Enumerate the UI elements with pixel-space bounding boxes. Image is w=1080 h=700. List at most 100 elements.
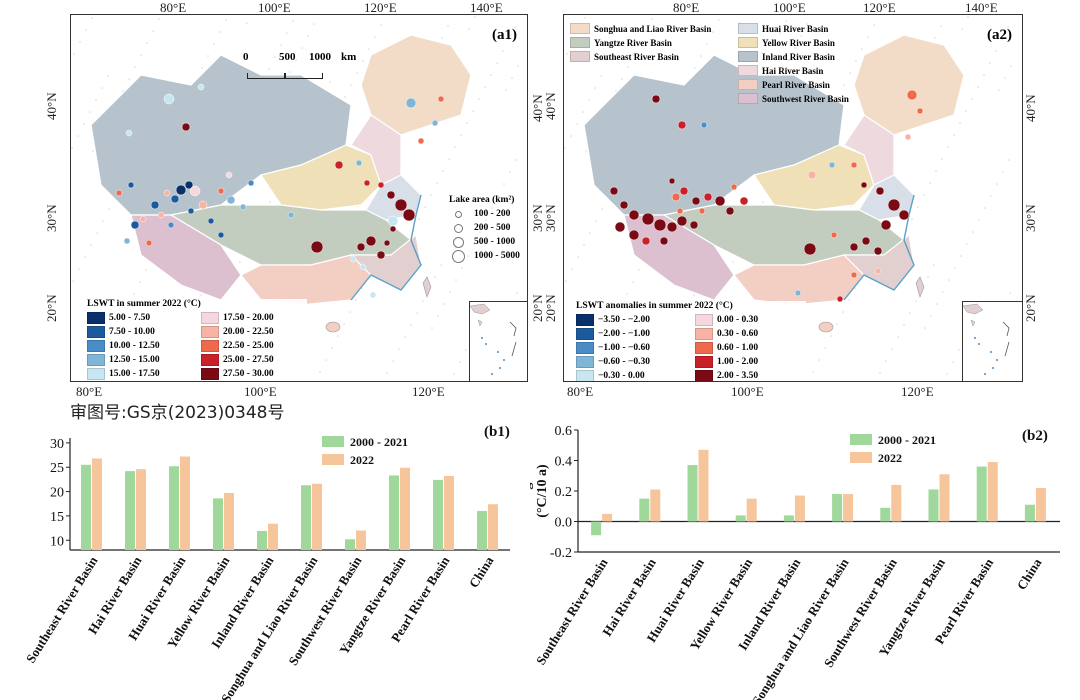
legend-item: −0.30 - 0.00 [576,370,687,381]
lake-dot [807,170,817,180]
lswt-color-legend: LSWT in summer 2022 (°C) 5.00 - 7.50 17.5… [87,299,307,380]
lake-dot [659,236,669,246]
lake-dot [679,186,689,196]
lake-dot [383,239,391,247]
basin-region [853,34,965,136]
basin-polygons [583,34,965,306]
basin-polygons [90,34,472,306]
y-axis-label-unit: (°C/10 a) [535,464,550,518]
lake-markers [609,89,924,303]
lake-dot [700,121,708,129]
lake-area-legend-title: Lake area (km²) [449,195,515,205]
scale-mid-tick [284,73,286,79]
size-item: 100 - 200 [449,207,520,221]
x-tick-label: Songhua and Liao River Basin [749,555,852,700]
bar-baseline [345,539,355,550]
legend-swatch [201,312,219,324]
legend-swatch [570,37,590,48]
south-china-sea-inset [469,301,527,381]
anomaly-color-legend: LSWT anomalies in summer 2022 (°C) −3.50… [576,301,806,381]
legend-item: −3.50 - −2.00 [576,314,687,326]
lake-dot [714,195,726,207]
lake-markers [115,83,445,299]
lake-dot [803,242,817,256]
lake-dot [123,237,131,245]
basin-legend-item: Huai River Basin [738,23,888,34]
bar-baseline [477,511,487,550]
legend-swatch [738,23,758,34]
legend-swatch [576,356,594,368]
legend-swatch [695,342,713,354]
legend-label: Inland River Basin [762,51,835,62]
lake-dot [860,181,868,189]
legend-label: 17.50 - 20.00 [223,313,274,323]
lake-dot [387,215,399,227]
legend-label: 2.00 - 3.50 [717,371,759,381]
lake-dot [184,180,194,190]
bar-baseline [433,479,443,550]
lake-dot [898,209,910,221]
y-tick-label: 0.4 [555,455,573,470]
lake-dot [698,207,706,215]
axis-tick-label: 80°E [673,0,700,15]
legend-item: −0.60 - −0.30 [576,356,687,368]
legend-label: 20.00 - 22.50 [223,327,274,337]
legend-swatch [576,314,594,326]
bar-2022 [1035,487,1046,522]
basin-region [623,214,735,301]
legend-swatch [738,93,758,104]
basin-legend-item: Southwest River Basin [738,93,888,104]
lake-dot [676,215,688,227]
lake-dot [157,211,165,219]
scale-label-1000: 1000 [309,51,331,63]
bar-2022 [794,495,805,522]
legend-label: Southeast River Basin [594,51,679,62]
lake-dot [239,203,247,211]
lake-dot [217,187,225,195]
china-basin-map [564,15,1012,375]
legend-title: LSWT anomalies in summer 2022 (°C) [576,301,733,311]
legend-item: 5.00 - 7.50 [87,312,193,324]
lake-dot [150,200,160,210]
y-tick-label: 10 [50,534,64,549]
legend-label: Songhua and Liao River Basin [594,23,712,34]
y-tick-label: 25 [50,461,64,476]
lake-dot [189,185,201,197]
legend-item: 0.60 - 1.00 [695,342,806,354]
legend-label: 5.00 - 7.50 [109,313,151,323]
legend-swatch [201,354,219,366]
lake-dot [389,225,397,233]
map-panel-a1: 80°E 100°E 120°E 140°E 80°E 100°E 120°E 40°N 3… [0,0,545,400]
scale-unit: km [341,51,357,63]
legend-label: Yangtze River Basin [594,37,672,48]
legend-item: 15.00 - 17.50 [87,368,193,380]
lake-dot [671,192,681,202]
lake-dot [163,93,175,105]
scale-bar: 0 500 1000 km [243,51,473,81]
basin-region [130,214,242,301]
scale-label-0: 0 [243,51,249,63]
legend-swatch [201,368,219,380]
axis-tick-label: 40°N [543,92,558,120]
legend-swatch [570,23,590,34]
y-tick-label: -0.2 [550,546,572,561]
lake-dot [850,161,858,169]
inset-map [469,303,517,375]
legend-spacer [570,79,738,90]
legend-swatch [695,314,713,326]
lake-dot [874,267,882,275]
bar-baseline [591,521,602,536]
bar-2022 [939,474,950,522]
legend-label: −0.30 - 0.00 [598,371,645,381]
bar-2022 [92,458,102,550]
panel-tag: (a1) [492,27,517,43]
bar-2022 [400,467,410,550]
lake-dot [849,242,859,252]
lake-dot [197,83,205,91]
legend-swatch [322,436,344,447]
lake-dot [145,239,153,247]
legend-item: 2.00 - 3.50 [695,370,806,381]
lake-dot [377,181,385,189]
